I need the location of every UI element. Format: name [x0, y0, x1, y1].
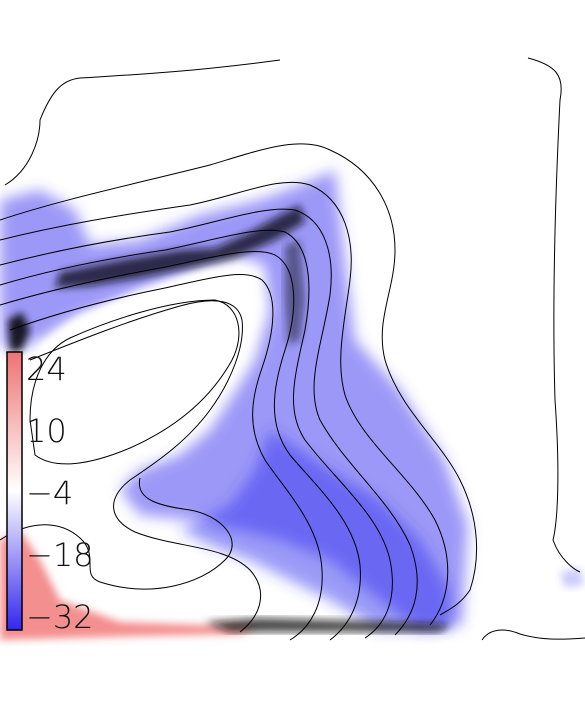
contour-line: [29, 300, 261, 633]
contour-line: [0, 477, 233, 590]
contour-line: [0, 181, 449, 626]
heatmap-region-positive-bottom: [0, 530, 260, 640]
colorbar-tick-labels: 24 10 −4 −18 −32: [26, 350, 94, 636]
contour-line: [4, 59, 281, 186]
heatmap-region-inner-white: [35, 268, 255, 470]
heatmap-region-small-right: [560, 568, 584, 588]
heatmap-field: [0, 170, 584, 640]
colorbar-tick-label: −4: [26, 474, 73, 512]
heatmap-region-lower-lobe: [180, 430, 450, 630]
contour-line: [9, 274, 323, 641]
contour-lines: [0, 57, 585, 641]
colorbar-tick-label: −18: [26, 536, 94, 574]
colorbar-tick-label: 10: [26, 412, 67, 450]
heatmap-region-dark-vertical: [285, 240, 305, 345]
contour-line: [0, 229, 393, 639]
contour-line: [527, 57, 581, 573]
heatmap-region-dark-ridge: [55, 205, 305, 288]
contour-line: [0, 250, 361, 641]
colorbar: 24 10 −4 −18 −32: [6, 350, 94, 636]
contour-line: [29, 299, 240, 465]
colorbar-tick-label: −32: [26, 598, 94, 636]
contour-line: [0, 208, 418, 636]
contour-line: [481, 629, 585, 641]
contour-line: [0, 143, 477, 616]
colorbar-tick-label: 24: [26, 350, 67, 388]
heatmap-region-dark-bottom: [205, 618, 450, 632]
heatmap-region-dark-left: [8, 312, 30, 352]
colorbar-gradient: [6, 351, 23, 631]
